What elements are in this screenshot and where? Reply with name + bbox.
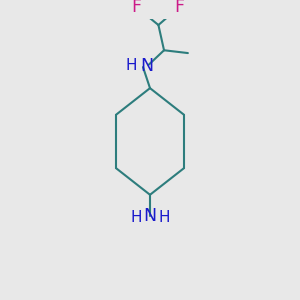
Text: H: H: [158, 210, 170, 225]
Text: F: F: [175, 0, 184, 16]
Text: F: F: [131, 0, 141, 16]
Text: N: N: [143, 207, 157, 225]
Text: H: H: [130, 210, 142, 225]
Text: H: H: [125, 58, 137, 73]
Text: N: N: [141, 57, 154, 75]
